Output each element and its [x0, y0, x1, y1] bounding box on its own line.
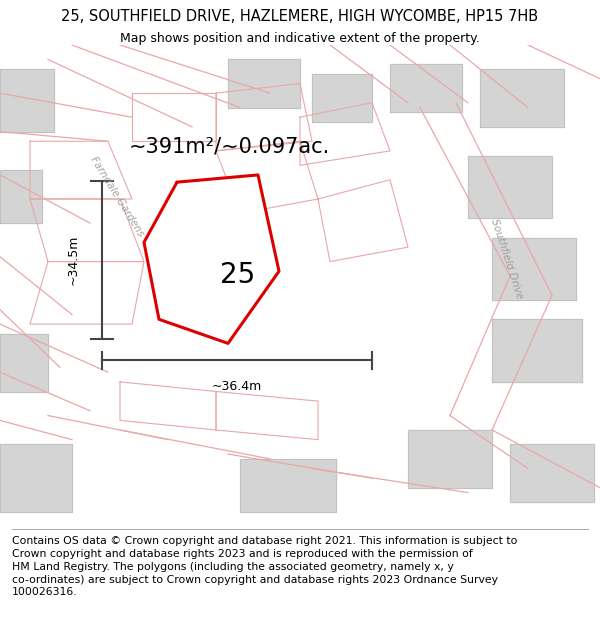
- Polygon shape: [144, 175, 279, 343]
- Text: ~34.5m: ~34.5m: [67, 234, 80, 285]
- Polygon shape: [0, 69, 54, 132]
- Polygon shape: [510, 444, 594, 503]
- Text: Farndale Gardens: Farndale Gardens: [88, 155, 146, 238]
- Polygon shape: [390, 64, 462, 112]
- Polygon shape: [240, 459, 336, 512]
- Text: ~391m²/~0.097ac.: ~391m²/~0.097ac.: [129, 136, 330, 156]
- Polygon shape: [0, 334, 48, 391]
- Polygon shape: [468, 156, 552, 218]
- Polygon shape: [492, 238, 576, 300]
- Text: 25: 25: [220, 261, 255, 289]
- Text: ~36.4m: ~36.4m: [212, 380, 262, 393]
- Text: Map shows position and indicative extent of the property.: Map shows position and indicative extent…: [120, 32, 480, 46]
- Polygon shape: [480, 69, 564, 127]
- Polygon shape: [0, 170, 42, 223]
- Polygon shape: [312, 74, 372, 122]
- Text: Contains OS data © Crown copyright and database right 2021. This information is : Contains OS data © Crown copyright and d…: [12, 536, 517, 598]
- Polygon shape: [0, 444, 72, 512]
- Text: Southfield Drive: Southfield Drive: [490, 218, 524, 301]
- Text: 25, SOUTHFIELD DRIVE, HAZLEMERE, HIGH WYCOMBE, HP15 7HB: 25, SOUTHFIELD DRIVE, HAZLEMERE, HIGH WY…: [61, 9, 539, 24]
- Polygon shape: [228, 59, 300, 108]
- Polygon shape: [408, 430, 492, 488]
- Polygon shape: [492, 319, 582, 382]
